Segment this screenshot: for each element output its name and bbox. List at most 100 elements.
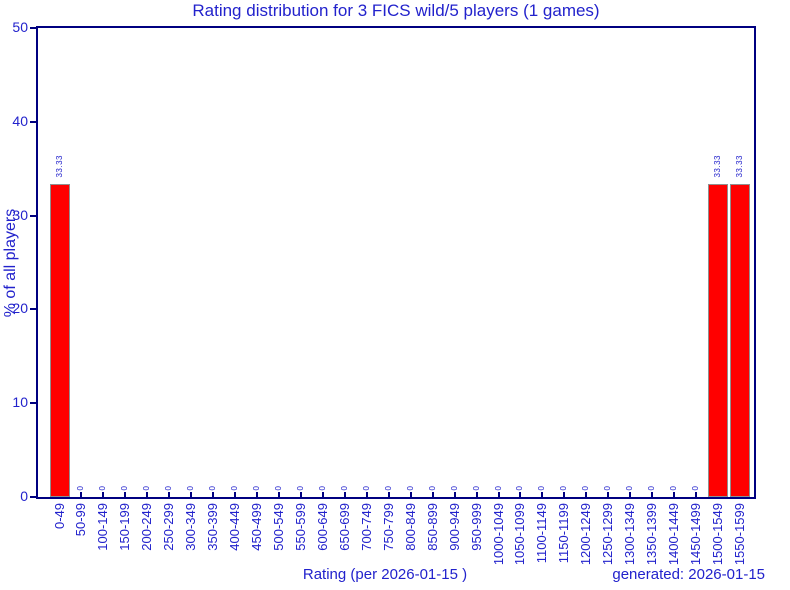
bar-value-label: 0: [252, 486, 262, 491]
bar-value-label: 0: [581, 486, 591, 491]
x-axis-tick-label: 250-299: [161, 503, 177, 551]
bar-value-label: 0: [427, 486, 437, 491]
bar: [729, 184, 750, 497]
x-axis-tick-label: 1050-1099: [512, 503, 528, 566]
x-axis-tick-label: 1250-1299: [600, 503, 616, 566]
bar-value-label: 0: [274, 486, 283, 491]
bar-value-label: 0: [647, 486, 657, 491]
x-axis-tick-label: 1400-1449: [666, 503, 682, 566]
bar-value-label: 0: [493, 486, 503, 491]
y-axis-tick-label: 50: [12, 19, 28, 35]
x-tick: [541, 492, 544, 497]
x-axis-tick-label: 800-849: [402, 503, 418, 551]
bar-value-label: 0: [339, 486, 349, 491]
x-tick: [585, 492, 588, 497]
bar-value-label: 0: [625, 486, 635, 491]
y-tick: [30, 496, 36, 498]
bar-value-label: 0: [515, 486, 525, 491]
x-axis-tick-label: 100-149: [95, 503, 111, 551]
y-tick: [30, 214, 36, 217]
y-axis-tick-label: 40: [12, 112, 28, 129]
x-axis-tick-label: 850-899: [424, 503, 440, 551]
x-axis-tick-label: 350-399: [205, 503, 221, 551]
bar-value-label: 33.33: [713, 155, 722, 178]
x-axis-tick-label: 900-949: [446, 503, 462, 551]
bar-value-label: 0: [603, 486, 613, 491]
bar: [708, 184, 728, 497]
bar-value-label: 33.33: [54, 155, 64, 178]
x-tick: [497, 492, 500, 497]
bar-value-label: 0: [120, 486, 130, 491]
x-tick: [321, 492, 324, 497]
bar-value-label: 0: [537, 486, 547, 491]
bar-value-label: 0: [295, 486, 305, 491]
bar-value-label: 0: [98, 486, 108, 491]
plot-frame: 33.33 0 0 0 0 0 0 0 0 0 0 0 0 0 0 0 0 0 0 0 0 0 0 0 0 0 0 0 0 0 33.33 3…: [36, 26, 756, 499]
x-axis-tick-label: 0-49: [51, 503, 67, 530]
bar-value-label: 0: [449, 486, 459, 491]
x-tick: [212, 492, 215, 497]
x-tick: [409, 492, 412, 497]
x-tick: [629, 492, 632, 497]
x-axis-tick-label: 1100-1149: [534, 503, 550, 564]
x-tick: [673, 492, 676, 497]
x-tick: [651, 492, 654, 497]
bar-value-label: 0: [383, 486, 393, 491]
x-tick: [278, 492, 280, 497]
chart-title: Rating distribution for 3 FICS wild/5 pl…: [192, 1, 600, 20]
y-axis-tick-label: 0: [20, 488, 28, 504]
x-tick: [607, 492, 610, 497]
x-axis-tick-label: 400-449: [227, 503, 243, 551]
x-axis-tick-label: 500-549: [271, 503, 286, 551]
bar-value-label: 0: [208, 486, 218, 491]
y-axis-tick-label: 30: [12, 206, 28, 223]
bar-value-label: 33.33: [734, 155, 744, 178]
x-tick: [102, 492, 105, 497]
bar-value-label: 0: [559, 486, 569, 491]
x-tick: [365, 492, 368, 497]
x-axis-tick-label: 600-649: [314, 503, 330, 551]
x-axis-tick-label: 200-249: [139, 503, 155, 551]
x-tick: [190, 492, 193, 497]
bar-value-label: 0: [361, 486, 371, 491]
x-tick: [387, 492, 390, 497]
bar-value-label: 0: [186, 486, 196, 491]
x-axis-tick-label: 150-199: [117, 503, 133, 551]
x-tick: [80, 492, 83, 497]
plot-area: 33.33 0 0 0 0 0 0 0 0 0 0 0 0 0 0 0 0 0 0 0 0 0 0 0 0 0 0 0 0 0 33.33 3…: [38, 28, 754, 497]
x-tick: [431, 492, 434, 497]
bar-value-label: 0: [669, 486, 679, 491]
x-tick: [519, 492, 522, 497]
x-axis-tick-label: 50-99: [73, 503, 89, 537]
x-axis-tick-label: 700-749: [358, 503, 374, 551]
x-tick: [256, 492, 259, 497]
y-tick: [30, 402, 36, 405]
x-axis-tick-label: 950-999: [468, 503, 484, 551]
x-axis-tick-label: 1550-1599: [731, 503, 747, 566]
bar-value-label: 0: [164, 486, 174, 491]
y-axis-tick-label: 20: [12, 300, 28, 317]
bar-value-label: 0: [76, 486, 86, 491]
x-tick: [234, 492, 237, 497]
x-axis-tick-label: 650-699: [336, 503, 352, 551]
x-axis-tick-label: 1200-1249: [578, 503, 594, 566]
y-axis-tick-label: 10: [12, 394, 28, 411]
bar-value-label: 0: [142, 486, 152, 491]
y-tick: [30, 308, 36, 311]
x-axis-tick-label: 1000-1049: [490, 503, 506, 566]
x-axis-tick-label: 1450-1499: [688, 503, 704, 566]
bar-value-label: 0: [405, 486, 415, 491]
x-tick: [475, 492, 478, 497]
x-axis-tick-label: 300-349: [183, 503, 199, 551]
x-tick: [124, 492, 127, 497]
y-tick: [30, 27, 36, 29]
x-tick: [168, 492, 171, 497]
x-axis-tick-label: 550-599: [292, 503, 308, 551]
x-tick: [695, 492, 698, 497]
x-axis-tick-label: 1150-1199: [556, 503, 572, 564]
x-tick: [343, 492, 346, 497]
generated-date-label: generated: 2026-01-15: [612, 566, 765, 583]
bar: [49, 184, 70, 497]
bar-value-label: 0: [230, 486, 240, 491]
